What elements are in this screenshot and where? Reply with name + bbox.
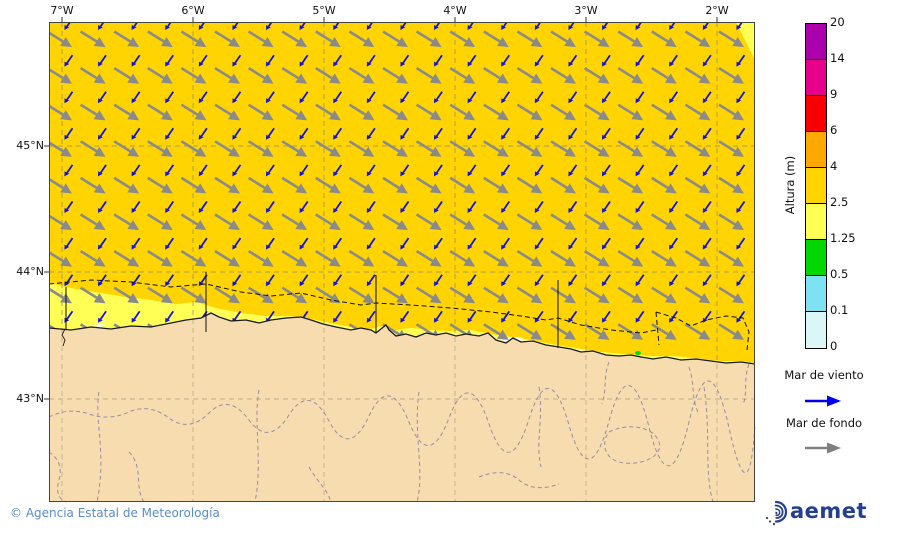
- colorbar-segment: [806, 312, 826, 348]
- zone-boundaries: [48, 272, 750, 351]
- aemet-wordmark: aemet: [790, 499, 868, 523]
- colorbar-tick-label: 6: [830, 123, 838, 137]
- colorbar-tick-label: 9: [830, 87, 838, 101]
- wind-sea-legend-label: Mar de viento: [784, 368, 864, 382]
- lon-tick-label: 4°W: [443, 4, 467, 17]
- lon-tick-label: 2°W: [705, 4, 729, 17]
- lat-tick-label: 44°N: [16, 265, 44, 278]
- lon-tick-label: 6°W: [181, 4, 205, 17]
- lat-tick-label: 43°N: [16, 392, 44, 405]
- lat-tick-label: 45°N: [16, 139, 44, 152]
- lon-tick-label: 5°W: [312, 4, 336, 17]
- colorbar-tick-label: 4: [830, 159, 838, 173]
- coastal-band-corner: [736, 22, 755, 60]
- colorbar-tick-label: 0.1: [830, 303, 849, 317]
- map-frame: [44, 17, 755, 502]
- colorbar-tick-label: 20: [830, 15, 845, 29]
- swell-legend-label: Mar de fondo: [785, 416, 863, 430]
- colorbar-segment: [806, 168, 826, 204]
- wind-sea-arrow-icon: [805, 395, 841, 407]
- colorbar-segment: [806, 240, 826, 276]
- colorbar-tick-label: 1.25: [830, 231, 856, 245]
- wave-height-colorbar: [805, 23, 827, 349]
- colorbar-tick-label: 0.5: [830, 267, 849, 281]
- lon-tick-label: 7°W: [50, 4, 74, 17]
- admin-boundaries: [48, 361, 756, 503]
- colorbar-segment: [806, 60, 826, 96]
- wave-height-map: [44, 17, 756, 503]
- colorbar-tick-label: 14: [830, 51, 845, 65]
- colorbar-segment: [806, 96, 826, 132]
- colorbar-segment: [806, 132, 826, 168]
- aemet-swirl-logo-icon: [765, 500, 788, 526]
- ria-inlet: [61, 328, 66, 347]
- colorbar-tick-label: 0: [830, 339, 838, 353]
- colorbar-title: Altura (m): [783, 155, 797, 215]
- copyright-text: © Agencia Estatal de Meteorología: [10, 506, 220, 520]
- colorbar-segment: [806, 204, 826, 240]
- land-area: [49, 313, 755, 502]
- lon-tick-label: 3°W: [574, 4, 598, 17]
- coastline: [48, 312, 756, 365]
- swell-arrow-icon: [805, 442, 841, 454]
- colorbar-tick-label: 2.5: [830, 195, 849, 209]
- colorbar-segment: [806, 24, 826, 60]
- colorbar-segment: [806, 276, 826, 312]
